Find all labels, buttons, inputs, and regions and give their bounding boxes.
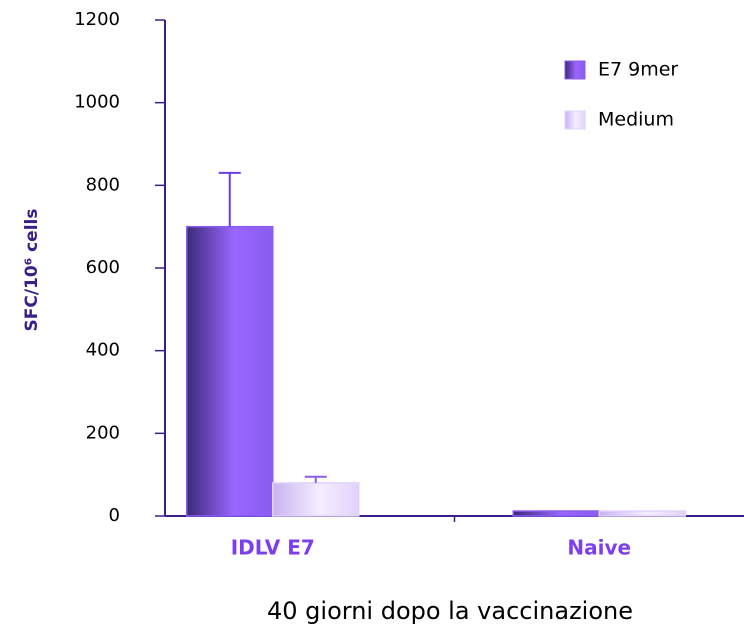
y-tick-label: 600	[86, 257, 120, 278]
y-tick-label: 1200	[74, 9, 120, 30]
legend-swatch	[564, 110, 586, 130]
bar	[598, 510, 686, 517]
y-tick-label: 1000	[74, 92, 120, 113]
bar	[186, 225, 274, 517]
x-tick-label: Naive	[567, 536, 631, 560]
y-axis-title: SFC/10⁶ cells	[22, 209, 42, 332]
bar	[512, 510, 600, 517]
y-tick-label: 200	[86, 422, 120, 443]
legend-swatch	[564, 60, 586, 80]
x-tick-label: IDLV E7	[231, 536, 315, 560]
y-tick-label: 0	[109, 505, 120, 526]
y-tick-label: 400	[86, 340, 120, 361]
y-tick-label: 800	[86, 174, 120, 195]
x-axis-title: 40 giorni dopo la vaccinazione	[267, 597, 633, 625]
error-bar	[304, 475, 327, 483]
legend-label: Medium	[598, 109, 674, 131]
legend-label: E7 9mer	[598, 59, 678, 81]
bar	[272, 482, 360, 517]
error-bar	[218, 171, 241, 227]
